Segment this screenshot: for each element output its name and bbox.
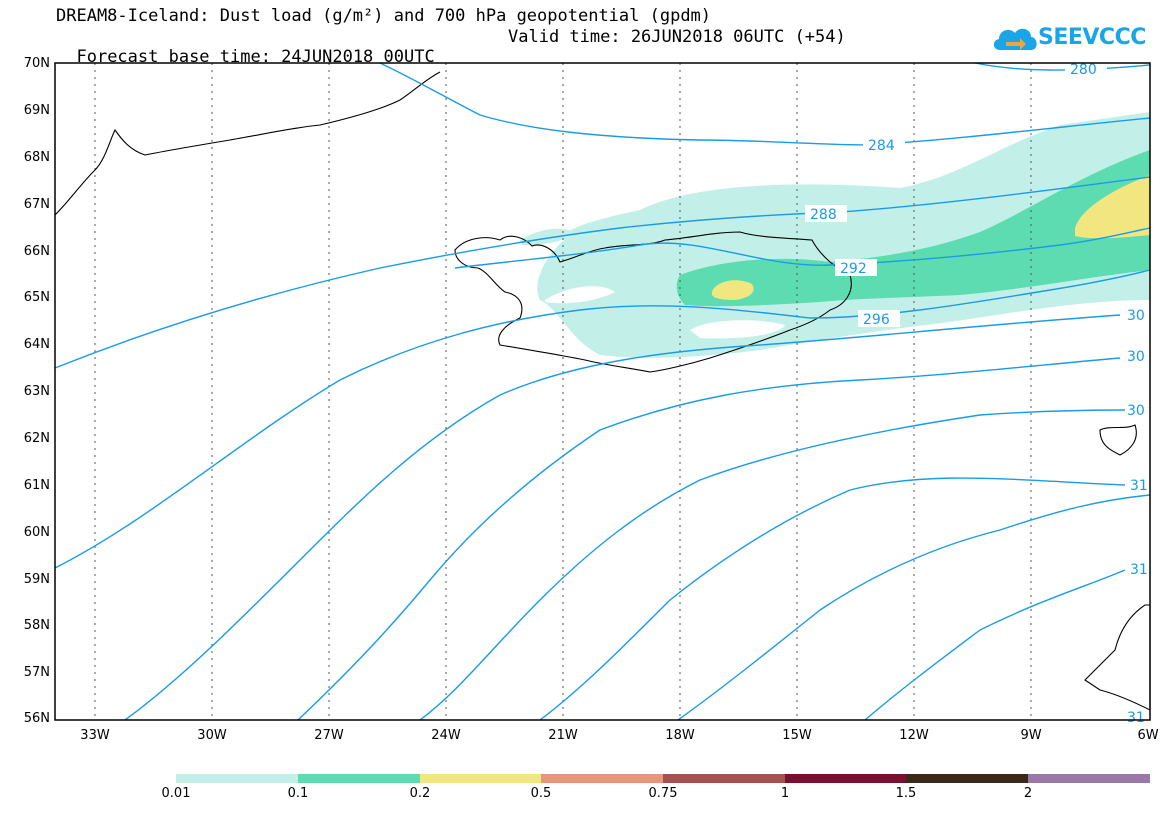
lat-label: 64N (23, 337, 50, 352)
contour-label: 280 (1070, 62, 1097, 78)
lon-label: 27W (314, 728, 344, 743)
dust-region-0.1 (676, 150, 1150, 307)
lon-label: 15W (782, 728, 812, 743)
map-subtitle: Forecast base time: 24JUN2018 00UTC Vali… (56, 27, 845, 87)
colorbar-label: 0.75 (648, 786, 678, 801)
greenland-coast (54, 71, 441, 216)
contour-300 (124, 314, 1121, 721)
lon-label: 21W (548, 728, 578, 743)
scotland-coast (1099, 424, 1137, 456)
contour-312 (539, 477, 1126, 721)
contour-label: 31 (1127, 710, 1145, 726)
contour-304 (297, 357, 1121, 721)
lon-label: 30W (197, 728, 227, 743)
colorbar-label: 1 (780, 786, 790, 801)
lat-label: 63N (23, 384, 50, 399)
lat-label: 65N (23, 290, 50, 305)
dust-region-0.2-b (1075, 175, 1150, 239)
lat-label: 69N (23, 103, 50, 118)
lon-label: 18W (665, 728, 695, 743)
lon-label: 24W (431, 728, 461, 743)
seevccc-logo: SEEVCCC (990, 20, 1146, 60)
colorbar-label: 0.2 (409, 786, 431, 801)
contour-308 (419, 409, 1126, 721)
lat-label: 61N (23, 478, 50, 493)
lat-label: 68N (23, 150, 50, 165)
map-title: DREAM8-Iceland: Dust load (g/m²) and 700… (56, 6, 712, 26)
colorbar-segment (541, 774, 663, 783)
forecast-base-time: Forecast base time: 24JUN2018 00UTC (76, 47, 435, 67)
valid-time: Valid time: 26JUN2018 06UTC (+54) (508, 27, 846, 47)
norway-coast (1084, 604, 1151, 711)
contour-280 (974, 62, 1151, 71)
lat-label: 70N (23, 56, 50, 71)
contour-288 (54, 176, 1151, 369)
contour-label: 288 (810, 207, 837, 223)
colorbar-label: 0.01 (161, 786, 191, 801)
lat-label: 60N (23, 525, 50, 540)
lon-label: 33W (80, 728, 110, 743)
colorbar-label: 0.5 (530, 786, 552, 801)
contour-292 (454, 227, 1151, 269)
lon-label: 12W (899, 728, 929, 743)
lat-label: 66N (23, 244, 50, 259)
contour-296 (54, 269, 1151, 569)
contour-label: 284 (868, 138, 895, 154)
colorbar-segment (176, 774, 298, 783)
contour-label: 30 (1127, 308, 1145, 324)
logo-text: SEEVCCC (1038, 25, 1146, 50)
colorbar-label: 2 (1023, 786, 1033, 801)
colorbar-label: 0.1 (287, 786, 309, 801)
dust-gap-b (545, 286, 615, 304)
coastlines (54, 71, 1151, 711)
colorbar-segment (420, 774, 541, 783)
dust-load-shading (520, 112, 1150, 358)
contour-label: 31 (1130, 562, 1148, 578)
cloud-logo-icon (993, 28, 1037, 50)
geopotential-contours (54, 62, 1151, 721)
graticule (94, 63, 1032, 720)
iceland-coast (454, 231, 852, 373)
colorbar-segment (785, 774, 906, 783)
lon-label: 6W (1137, 728, 1159, 743)
contour-label: 30 (1127, 349, 1145, 365)
dust-region-0.2-a (711, 280, 754, 300)
contour-316b (864, 569, 1126, 721)
colorbar-segment (298, 774, 420, 783)
map-frame (54, 62, 1151, 721)
contour-label: 31 (1130, 478, 1148, 494)
contour-316 (677, 494, 1151, 721)
lat-label: 59N (23, 572, 50, 587)
contour-label: 292 (840, 261, 867, 277)
lat-label: 56N (23, 711, 50, 726)
colorbar-segment (1028, 774, 1150, 783)
lat-label: 67N (23, 197, 50, 212)
lon-label: 9W (1020, 728, 1042, 743)
lat-label: 57N (23, 665, 50, 680)
lat-label: 58N (23, 618, 50, 633)
dust-gap (690, 320, 785, 339)
colorbar-segment (906, 774, 1028, 783)
colorbar-segment (663, 774, 785, 783)
contour-284 (379, 62, 1151, 146)
contour-label: 296 (863, 312, 890, 328)
contour-labels: 280 284 288 292 296 30 30 30 31 31 31 (805, 60, 1148, 726)
lat-label: 62N (23, 431, 50, 446)
contour-label: 30 (1127, 403, 1145, 419)
dust-region-0.01-b (520, 228, 575, 246)
colorbar-label: 1.5 (895, 786, 917, 801)
